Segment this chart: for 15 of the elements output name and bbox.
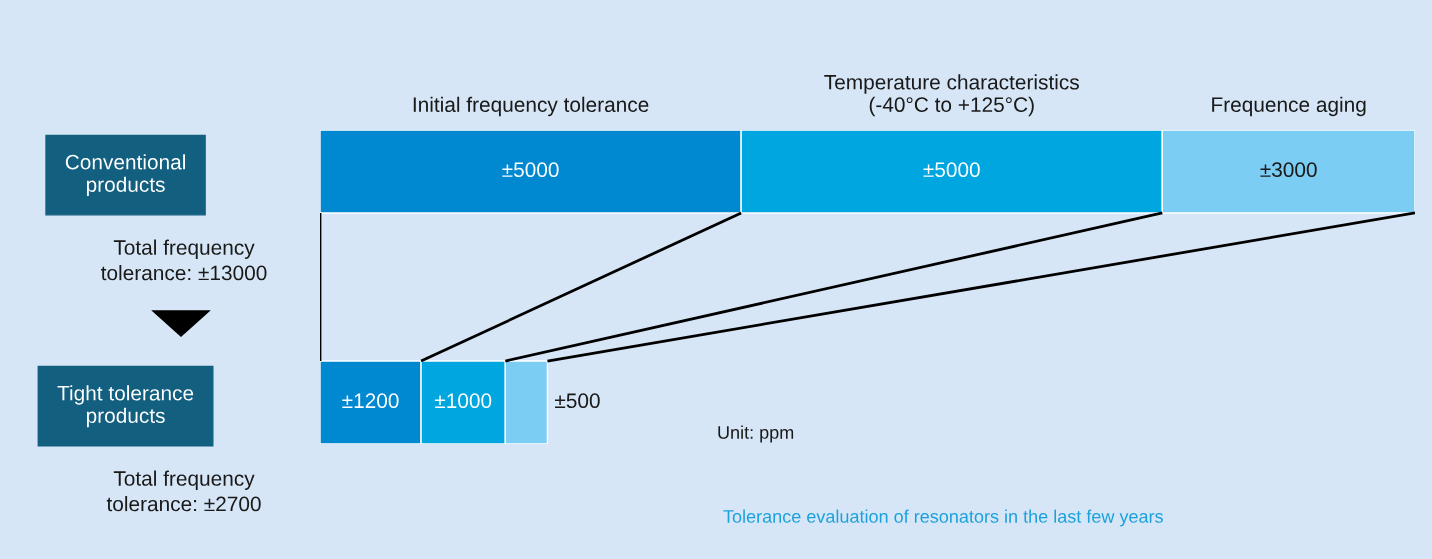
annotation: Tolerance evaluation of resonators in the last few years <box>723 509 1163 527</box>
data-label: ±5000 <box>502 162 559 178</box>
series-label: Frequence aging <box>1212 96 1366 117</box>
data-label: ±1000 <box>434 393 492 409</box>
data-label: ±1200 <box>342 393 399 409</box>
y-tick-label: Tight tolerance products <box>57 385 194 428</box>
text: Total frequency tolerance: ±2700 <box>106 470 261 512</box>
annotation: Unit: ppm <box>718 425 794 443</box>
text: Total frequency tolerance: ±13000 <box>101 239 267 281</box>
data-label: ±3000 <box>1260 162 1317 178</box>
series-label: Initial frequency tolerance <box>413 96 649 117</box>
data-label: ±5000 <box>923 162 980 178</box>
data-label: ±500 <box>555 393 600 409</box>
series-label: Temperature characteristics (-40°C to +125°C) <box>824 74 1079 117</box>
y-tick-label: Conventional products <box>65 154 185 197</box>
